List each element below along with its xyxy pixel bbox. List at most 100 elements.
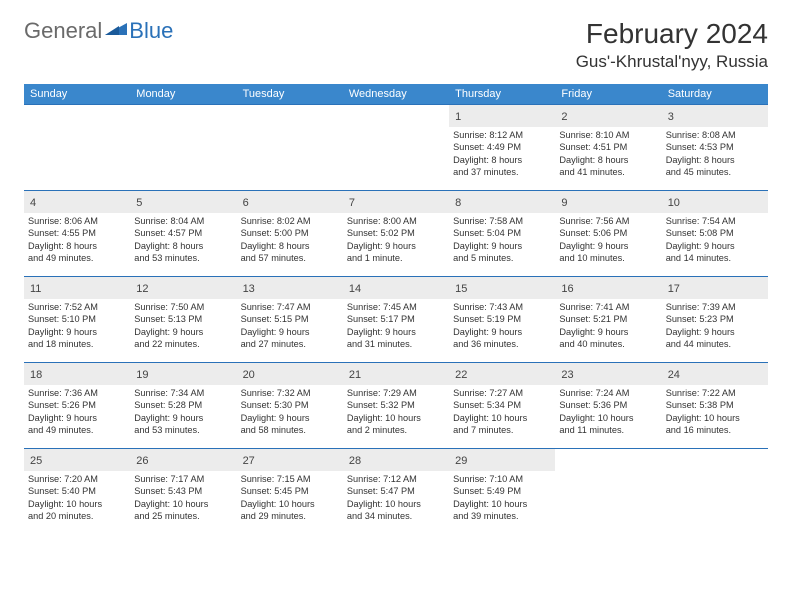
day-number: 25 xyxy=(30,455,42,467)
day-number: 2 xyxy=(561,111,567,123)
cell-line-dl1: Daylight: 10 hours xyxy=(241,498,339,510)
cell-line-sunrise: Sunrise: 7:39 AM xyxy=(666,301,764,313)
cell-line-dl1: Daylight: 8 hours xyxy=(453,154,551,166)
month-year: February 2024 xyxy=(576,18,768,50)
day-number: 21 xyxy=(349,369,361,381)
cell-line-sunset: Sunset: 5:49 PM xyxy=(453,485,551,497)
cell-line-dl1: Daylight: 9 hours xyxy=(28,412,126,424)
cell-line-sunset: Sunset: 5:34 PM xyxy=(453,399,551,411)
day-number: 10 xyxy=(668,197,680,209)
day-header: Tuesday xyxy=(237,84,343,105)
cell-line-dl2: and 53 minutes. xyxy=(134,424,232,436)
cell-line-dl1: Daylight: 9 hours xyxy=(666,326,764,338)
cell-line-sunrise: Sunrise: 7:50 AM xyxy=(134,301,232,313)
day-number: 28 xyxy=(349,455,361,467)
cell-line-sunset: Sunset: 5:06 PM xyxy=(559,227,657,239)
cell-line-dl2: and 22 minutes. xyxy=(134,338,232,350)
day-cell xyxy=(130,105,236,191)
cell-line-sunset: Sunset: 5:26 PM xyxy=(28,399,126,411)
cell-line-sunrise: Sunrise: 7:24 AM xyxy=(559,387,657,399)
day-number: 22 xyxy=(455,369,467,381)
logo-text-blue: Blue xyxy=(129,18,173,44)
cell-line-sunrise: Sunrise: 8:10 AM xyxy=(559,129,657,141)
cell-line-sunset: Sunset: 5:43 PM xyxy=(134,485,232,497)
cell-line-sunrise: Sunrise: 8:08 AM xyxy=(666,129,764,141)
day-cell: 12Sunrise: 7:50 AMSunset: 5:13 PMDayligh… xyxy=(130,277,236,363)
cell-line-dl2: and 36 minutes. xyxy=(453,338,551,350)
day-number: 16 xyxy=(561,283,573,295)
day-cell: 10Sunrise: 7:54 AMSunset: 5:08 PMDayligh… xyxy=(662,191,768,277)
day-header: Sunday xyxy=(24,84,130,105)
cell-line-dl2: and 31 minutes. xyxy=(347,338,445,350)
logo-triangle-icon xyxy=(105,19,127,35)
cell-line-sunset: Sunset: 5:04 PM xyxy=(453,227,551,239)
day-cell: 27Sunrise: 7:15 AMSunset: 5:45 PMDayligh… xyxy=(237,449,343,535)
cell-line-sunrise: Sunrise: 7:56 AM xyxy=(559,215,657,227)
day-number: 19 xyxy=(136,369,148,381)
cell-line-dl1: Daylight: 10 hours xyxy=(666,412,764,424)
day-number: 23 xyxy=(561,369,573,381)
cell-line-dl2: and 53 minutes. xyxy=(134,252,232,264)
cell-line-dl1: Daylight: 9 hours xyxy=(453,240,551,252)
day-number: 24 xyxy=(668,369,680,381)
cell-line-sunset: Sunset: 5:38 PM xyxy=(666,399,764,411)
cell-line-sunset: Sunset: 5:10 PM xyxy=(28,313,126,325)
day-cell: 16Sunrise: 7:41 AMSunset: 5:21 PMDayligh… xyxy=(555,277,661,363)
cell-line-sunrise: Sunrise: 8:02 AM xyxy=(241,215,339,227)
day-cell: 14Sunrise: 7:45 AMSunset: 5:17 PMDayligh… xyxy=(343,277,449,363)
cell-line-dl1: Daylight: 10 hours xyxy=(134,498,232,510)
day-cell: 5Sunrise: 8:04 AMSunset: 4:57 PMDaylight… xyxy=(130,191,236,277)
cell-line-sunrise: Sunrise: 7:41 AM xyxy=(559,301,657,313)
cell-line-dl1: Daylight: 8 hours xyxy=(241,240,339,252)
day-number: 5 xyxy=(136,197,142,209)
day-cell: 17Sunrise: 7:39 AMSunset: 5:23 PMDayligh… xyxy=(662,277,768,363)
day-number: 20 xyxy=(243,369,255,381)
cell-line-dl1: Daylight: 10 hours xyxy=(28,498,126,510)
day-number: 15 xyxy=(455,283,467,295)
cell-line-dl1: Daylight: 9 hours xyxy=(241,326,339,338)
day-cell xyxy=(662,449,768,535)
day-cell: 25Sunrise: 7:20 AMSunset: 5:40 PMDayligh… xyxy=(24,449,130,535)
day-cell xyxy=(24,105,130,191)
cell-line-dl1: Daylight: 9 hours xyxy=(559,326,657,338)
day-cell: 22Sunrise: 7:27 AMSunset: 5:34 PMDayligh… xyxy=(449,363,555,449)
cell-line-sunrise: Sunrise: 7:29 AM xyxy=(347,387,445,399)
day-cell: 29Sunrise: 7:10 AMSunset: 5:49 PMDayligh… xyxy=(449,449,555,535)
day-cell: 9Sunrise: 7:56 AMSunset: 5:06 PMDaylight… xyxy=(555,191,661,277)
cell-line-sunset: Sunset: 5:28 PM xyxy=(134,399,232,411)
cell-line-dl2: and 27 minutes. xyxy=(241,338,339,350)
day-number: 1 xyxy=(455,111,461,123)
cell-line-sunset: Sunset: 4:53 PM xyxy=(666,141,764,153)
cell-line-dl2: and 7 minutes. xyxy=(453,424,551,436)
cell-line-dl2: and 45 minutes. xyxy=(666,166,764,178)
cell-line-dl2: and 2 minutes. xyxy=(347,424,445,436)
cell-line-dl2: and 10 minutes. xyxy=(559,252,657,264)
day-cell: 28Sunrise: 7:12 AMSunset: 5:47 PMDayligh… xyxy=(343,449,449,535)
week-row: 11Sunrise: 7:52 AMSunset: 5:10 PMDayligh… xyxy=(24,277,768,363)
day-cell: 6Sunrise: 8:02 AMSunset: 5:00 PMDaylight… xyxy=(237,191,343,277)
cell-line-dl2: and 49 minutes. xyxy=(28,252,126,264)
day-number: 26 xyxy=(136,455,148,467)
cell-line-dl1: Daylight: 9 hours xyxy=(28,326,126,338)
day-header-row: SundayMondayTuesdayWednesdayThursdayFrid… xyxy=(24,84,768,105)
day-number: 4 xyxy=(30,197,36,209)
day-header: Wednesday xyxy=(343,84,449,105)
cell-line-sunrise: Sunrise: 7:34 AM xyxy=(134,387,232,399)
day-cell: 26Sunrise: 7:17 AMSunset: 5:43 PMDayligh… xyxy=(130,449,236,535)
cell-line-dl2: and 18 minutes. xyxy=(28,338,126,350)
cell-line-dl2: and 29 minutes. xyxy=(241,510,339,522)
day-number: 11 xyxy=(30,283,41,295)
cell-line-sunset: Sunset: 5:17 PM xyxy=(347,313,445,325)
cell-line-sunset: Sunset: 4:55 PM xyxy=(28,227,126,239)
day-cell: 2Sunrise: 8:10 AMSunset: 4:51 PMDaylight… xyxy=(555,105,661,191)
day-number: 18 xyxy=(30,369,42,381)
cell-line-sunset: Sunset: 5:36 PM xyxy=(559,399,657,411)
cell-line-sunset: Sunset: 5:30 PM xyxy=(241,399,339,411)
day-cell: 8Sunrise: 7:58 AMSunset: 5:04 PMDaylight… xyxy=(449,191,555,277)
week-row: 1Sunrise: 8:12 AMSunset: 4:49 PMDaylight… xyxy=(24,105,768,191)
day-cell: 11Sunrise: 7:52 AMSunset: 5:10 PMDayligh… xyxy=(24,277,130,363)
day-cell: 23Sunrise: 7:24 AMSunset: 5:36 PMDayligh… xyxy=(555,363,661,449)
cell-line-dl1: Daylight: 10 hours xyxy=(347,412,445,424)
calendar-table: SundayMondayTuesdayWednesdayThursdayFrid… xyxy=(24,84,768,535)
week-row: 25Sunrise: 7:20 AMSunset: 5:40 PMDayligh… xyxy=(24,449,768,535)
